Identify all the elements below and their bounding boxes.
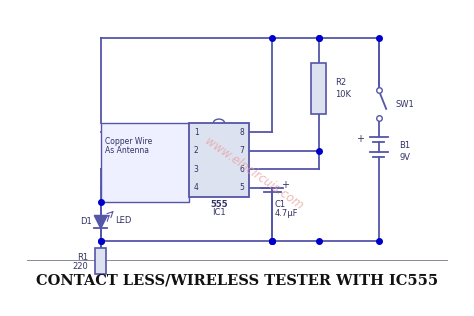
- Text: R2: R2: [335, 78, 346, 88]
- Text: 3: 3: [194, 165, 199, 173]
- Text: +: +: [281, 180, 289, 190]
- Text: 7: 7: [239, 146, 244, 155]
- Text: IC1: IC1: [212, 208, 226, 217]
- Bar: [189, 123, 249, 197]
- Text: 6: 6: [239, 165, 244, 173]
- Text: R1: R1: [77, 253, 88, 262]
- Text: 4: 4: [194, 183, 199, 192]
- Text: 555: 555: [210, 200, 228, 209]
- Text: 9V: 9V: [399, 153, 410, 161]
- Text: 5: 5: [239, 183, 244, 192]
- Text: CONTACT LESS/WIRELESS TESTER WITH IC555: CONTACT LESS/WIRELESS TESTER WITH IC555: [36, 273, 438, 287]
- Text: SW1: SW1: [395, 100, 414, 109]
- Text: As Antenna: As Antenna: [105, 146, 149, 155]
- Text: 220: 220: [72, 262, 88, 271]
- Text: Copper Wire: Copper Wire: [105, 137, 153, 146]
- Bar: [95, 248, 106, 274]
- Text: LED: LED: [115, 216, 131, 225]
- Bar: [101, 123, 189, 202]
- Text: 2: 2: [194, 146, 199, 155]
- Bar: [311, 63, 326, 113]
- Text: B1: B1: [399, 142, 410, 150]
- Text: www.elncircuis.com: www.elncircuis.com: [202, 135, 305, 213]
- Polygon shape: [94, 216, 107, 228]
- Text: 4.7μF: 4.7μF: [275, 209, 299, 218]
- Text: 10K: 10K: [335, 89, 351, 99]
- Text: C1: C1: [275, 200, 286, 209]
- Text: 1: 1: [194, 128, 199, 137]
- Text: D1: D1: [80, 217, 91, 227]
- Text: 8: 8: [239, 128, 244, 137]
- Text: +: +: [356, 135, 364, 144]
